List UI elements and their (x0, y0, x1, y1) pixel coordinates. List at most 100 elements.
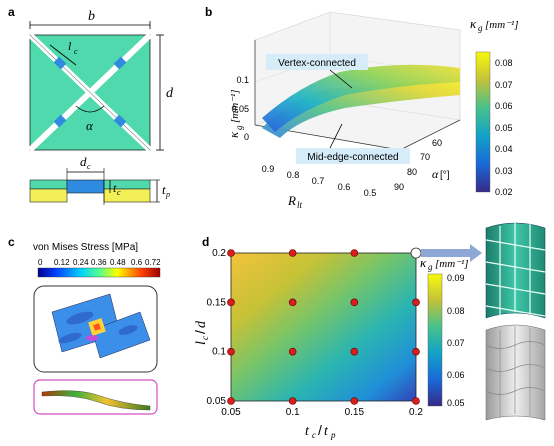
heatmap-xtick: 0.15 (345, 407, 365, 418)
hinge-bottom-right (113, 114, 127, 128)
b-ztick: 60 (432, 138, 442, 148)
sample-point (288, 298, 297, 307)
stress-tick: 0.24 (73, 258, 89, 267)
b-xtick: 0.9 (262, 164, 275, 174)
hinge-top-right (113, 56, 127, 70)
heatmap-xlabel-sub: c (312, 430, 316, 440)
b-cbar-tick: 0.02 (495, 187, 513, 197)
b-ztick: 80 (407, 167, 417, 177)
heatmap-ytick: 0.1 (212, 347, 226, 358)
sample-point (412, 298, 420, 307)
b-xlabel-main: R (287, 193, 296, 208)
heatmap-xtick: 0.2 (409, 407, 423, 418)
heatmap-ylabel-slash: / (192, 330, 208, 334)
stress-tick: 0 (38, 258, 43, 267)
dim-tc-label: t (113, 181, 117, 195)
hinge-top-left (53, 56, 67, 70)
sample-point (350, 249, 359, 257)
b-ztick: 70 (420, 152, 430, 162)
sample-point (288, 347, 297, 356)
stress-colorbar: 0 0.12 0.24 0.36 0.48 0.6 0.72 (37, 258, 161, 278)
panel-label-a: a (8, 5, 15, 19)
dim-tc-sub: c (117, 188, 121, 197)
heatmap-ytick: 0.15 (207, 297, 227, 308)
d-cbar-title-sub: g (428, 262, 433, 272)
heatmap-xlabel-slash: / (318, 422, 322, 438)
hinge-bottom-left (53, 114, 67, 128)
panel-label-b: b (205, 5, 212, 19)
d-cbar-tick: 0.09 (447, 273, 465, 283)
b-cbar-title: κ (470, 16, 477, 31)
sample-point (227, 347, 235, 356)
b-cbar-title-sub: g (478, 23, 483, 33)
b-xtick: 0.8 (287, 170, 300, 180)
b-ylabel: κ g [mm⁻¹] (226, 89, 244, 138)
d-cbar-tick: 0.05 (447, 398, 465, 408)
dim-lc-label: l (68, 39, 72, 53)
sample-point (412, 347, 420, 356)
surface-plot-3d: Vertex-connected Mid-edge-connected 0.1 … (226, 11, 461, 210)
arrow-to-tubes (410, 244, 482, 262)
b-xtick: 0.6 (338, 182, 351, 192)
colorbar-b: κ g [mm⁻¹] 0.08 0.07 0.06 0.05 0.04 0.03… (470, 16, 519, 197)
b-ylabel-sub: g (234, 125, 244, 130)
d-cbar-title: κ (420, 255, 427, 270)
b-ztick: 90 (394, 182, 404, 192)
b-xlabel-sub: lt (297, 200, 303, 210)
b-xtick: 0.5 (364, 188, 377, 198)
sample-point (227, 397, 235, 405)
b-cbar-tick: 0.06 (495, 101, 513, 111)
heatmap-ylabel-main: l (194, 341, 209, 345)
b-zlabel-unit: [°] (440, 170, 450, 181)
heatmap-xtick: 0.1 (286, 407, 300, 418)
stress-scale-title: von Mises Stress [MPa] (33, 242, 138, 253)
b-cbar-tick: 0.04 (495, 144, 513, 154)
angle-alpha-label: α (86, 118, 94, 133)
dim-dc-sub: c (87, 162, 91, 171)
heatmap-plot: 0.05 0.1 0.15 0.2 0.20.150.10.05 t c / t p … (192, 248, 423, 440)
panel-label-c: c (8, 235, 15, 249)
b-cbar-tick: 0.05 (495, 123, 513, 133)
b-ytick: 0.05 (231, 104, 249, 114)
deformed-strip-image (33, 379, 158, 415)
heatmap-ylabel-sub: c (200, 336, 210, 340)
heatmap-ytick: 0.2 (212, 248, 226, 259)
b-zlabel-main: α (432, 167, 439, 181)
sample-point (227, 298, 235, 307)
heatmap-surface (230, 252, 417, 402)
dim-tp-sub: p (165, 190, 170, 199)
heatmap-xtick: 0.05 (221, 407, 241, 418)
stress-tick: 0.48 (110, 258, 126, 267)
sample-point (412, 397, 420, 405)
panel-label-d: d (202, 235, 209, 249)
sample-point (350, 347, 359, 356)
vertex-surface (262, 64, 460, 132)
d-cbar-tick: 0.07 (447, 338, 465, 348)
dim-tp-label: t (162, 182, 166, 197)
mid-edge-connected-box (296, 148, 410, 164)
stress-contour-image (33, 285, 158, 373)
b-ytick: 0.1 (236, 75, 249, 85)
stress-tick: 0.12 (54, 258, 70, 267)
b-ytick: 0 (244, 132, 249, 142)
sample-point (350, 298, 359, 307)
b-cbar-tick: 0.07 (495, 80, 513, 90)
sample-point (288, 249, 297, 257)
hinge-cross-section (66, 179, 105, 194)
dim-d-label: d (166, 86, 174, 101)
stress-tick: 0.36 (91, 258, 107, 267)
heatmap-xlabel-main: t (305, 424, 310, 439)
unit-cell-diagram: b d l c α (27, 9, 174, 153)
heatmap-xlabel-den: t (324, 424, 329, 439)
alpha-arc (75, 105, 105, 113)
b-cbar-title-unit: [mm⁻¹] (485, 19, 519, 31)
d-cbar-title-unit: [mm⁻¹] (435, 258, 469, 270)
dim-dc-label: d (80, 154, 87, 169)
sample-point (350, 397, 359, 405)
heatmap-xlabel: t c / t p (305, 422, 336, 440)
sample-point (288, 397, 297, 405)
dim-lc-sub: c (74, 47, 78, 56)
cross-section-diagram: d c t c t p (29, 154, 170, 205)
d-cbar-tick: 0.08 (447, 306, 465, 316)
